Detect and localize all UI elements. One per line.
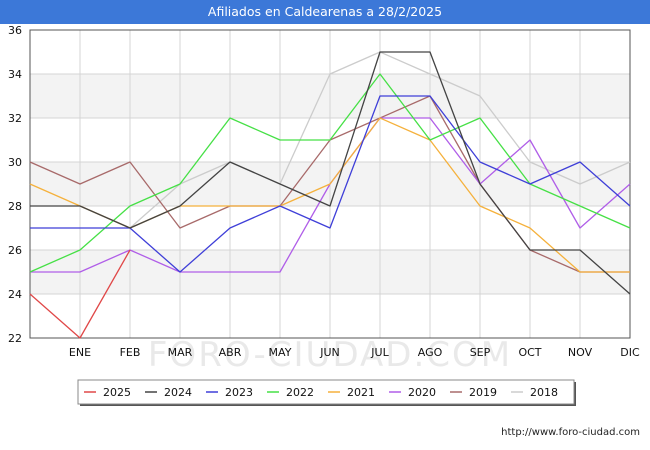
legend-label-2018: 2018 — [530, 386, 558, 399]
x-tick-label: SEP — [470, 346, 491, 359]
x-tick-label: AGO — [418, 346, 443, 359]
y-tick-label: 32 — [8, 112, 22, 125]
x-tick-label: JUL — [370, 346, 389, 359]
y-tick-label: 26 — [8, 244, 22, 257]
y-tick-label: 28 — [8, 200, 22, 213]
x-tick-label: OCT — [518, 346, 541, 359]
x-tick-label: NOV — [568, 346, 593, 359]
series-lines — [29, 51, 631, 339]
legend: 2025 2024 2023 2022 2021 2020 2019 2018 — [77, 379, 576, 406]
y-axis-ticks: 22 24 26 28 30 32 34 36 — [8, 24, 22, 345]
y-tick-label: 36 — [8, 24, 22, 37]
legend-label-2022: 2022 — [286, 386, 314, 399]
legend-box — [77, 379, 575, 405]
y-tick-label: 24 — [8, 288, 22, 301]
legend-label-2019: 2019 — [469, 386, 497, 399]
x-tick-label: MAY — [269, 346, 292, 359]
x-axis-ticks: ENE FEB MAR ABR MAY JUN JUL AGO SEP OCT NOV DIC — [69, 346, 640, 359]
x-tick-label: MAR — [168, 346, 193, 359]
source-url: http://www.foro-ciudad.com — [501, 427, 640, 438]
watermark: FORO-CIUDAD.COM — [148, 335, 512, 375]
legend-label-2025: 2025 — [103, 386, 131, 399]
x-tick-label: FEB — [120, 346, 141, 359]
x-tick-label: DIC — [620, 346, 640, 359]
legend-label-2020: 2020 — [408, 386, 436, 399]
legend-label-2024: 2024 — [164, 386, 192, 399]
y-tick-label: 34 — [8, 68, 22, 81]
series-line-2024 — [30, 51, 631, 295]
x-tick-label: ENE — [69, 346, 91, 359]
legend-label-2023: 2023 — [225, 386, 253, 399]
series-line-2025 — [29, 249, 131, 339]
y-tick-label: 30 — [8, 156, 22, 169]
x-tick-label: JUN — [319, 346, 340, 359]
legend-label-2021: 2021 — [347, 386, 375, 399]
x-tick-label: ABR — [219, 346, 242, 359]
y-tick-label: 22 — [8, 332, 22, 345]
chart-title: Afiliados en Caldearenas a 28/2/2025 — [0, 0, 650, 24]
